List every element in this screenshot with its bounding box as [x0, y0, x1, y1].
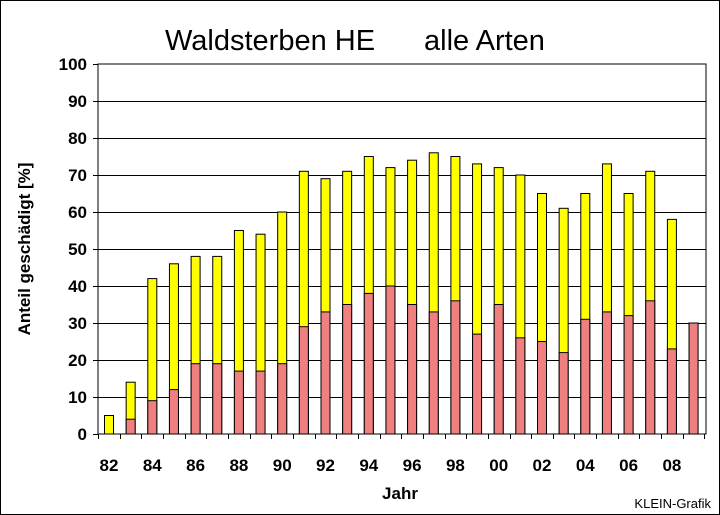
x-tick-label: 82: [100, 456, 119, 475]
bar-damaged: [428, 311, 439, 435]
x-tick-label: 04: [576, 456, 595, 475]
credit-label: KLEIN-Grafik: [634, 496, 711, 511]
x-tick-label: 94: [359, 456, 378, 475]
y-tick-label: 30: [68, 314, 87, 333]
bar-damaged: [320, 311, 331, 435]
bar-damaged: [580, 318, 591, 435]
bar-damaged: [363, 292, 374, 435]
y-tick-label: 20: [68, 351, 87, 370]
bar-damaged: [190, 363, 201, 435]
bars: [104, 152, 699, 435]
bar-damaged: [212, 363, 223, 435]
bar-damaged: [623, 315, 634, 435]
x-tick-label: 08: [662, 456, 681, 475]
chart-title-part2: alle Arten: [424, 25, 545, 57]
bar-damaged: [385, 285, 396, 435]
bar-total: [104, 415, 114, 435]
x-tick-label: 84: [143, 456, 162, 475]
x-tick-label: 96: [403, 456, 422, 475]
bar-damaged: [298, 326, 309, 435]
x-axis-title: Jahr: [382, 484, 418, 503]
y-tick-labels: 0 10 20 30 40 50 60 70 80 90 100: [59, 55, 87, 444]
bar-damaged: [450, 300, 461, 435]
x-tick-label: 02: [533, 456, 552, 475]
bar-damaged: [493, 304, 504, 435]
y-tick-label: 40: [68, 277, 87, 296]
bar-damaged: [472, 333, 483, 435]
bar-damaged: [233, 370, 244, 435]
axes: [93, 64, 706, 439]
x-tick-label: 00: [489, 456, 508, 475]
x-tick-label: 86: [186, 456, 205, 475]
bar-damaged: [277, 363, 288, 435]
x-tick-label: 90: [273, 456, 292, 475]
y-tick-label: 80: [68, 129, 87, 148]
bar-damaged: [601, 311, 612, 435]
bar-damaged: [666, 348, 677, 435]
bar-damaged: [342, 304, 353, 435]
y-tick-label: 70: [68, 166, 87, 185]
y-tick-label: 60: [68, 203, 87, 222]
x-tick-label: 88: [229, 456, 248, 475]
x-tick-labels: 82 84 86 88 90 92 94 96 98 00 02 04 06 08: [100, 456, 682, 475]
y-tick-label: 90: [68, 92, 87, 111]
bar-damaged: [407, 304, 418, 435]
bar-damaged: [255, 370, 266, 435]
bar-damaged: [537, 341, 547, 435]
bar-damaged: [168, 389, 179, 435]
bar-damaged: [147, 400, 158, 435]
x-tick-label: 92: [316, 456, 335, 475]
y-tick-label: 100: [59, 55, 87, 74]
y-tick-label: 0: [78, 425, 87, 444]
x-tick-label: 06: [619, 456, 638, 475]
y-axis-title: Anteil geschädigt [%]: [15, 163, 34, 336]
bar-damaged: [688, 322, 699, 435]
bar-damaged: [645, 300, 656, 435]
bar-damaged: [558, 352, 569, 435]
y-tick-label: 50: [68, 240, 87, 259]
y-tick-label: 10: [68, 388, 87, 407]
x-tick-label: 98: [446, 456, 465, 475]
bar-damaged: [515, 337, 526, 435]
bar-damaged: [125, 418, 136, 435]
chart-title-part1: Waldsterben HE: [165, 25, 375, 57]
